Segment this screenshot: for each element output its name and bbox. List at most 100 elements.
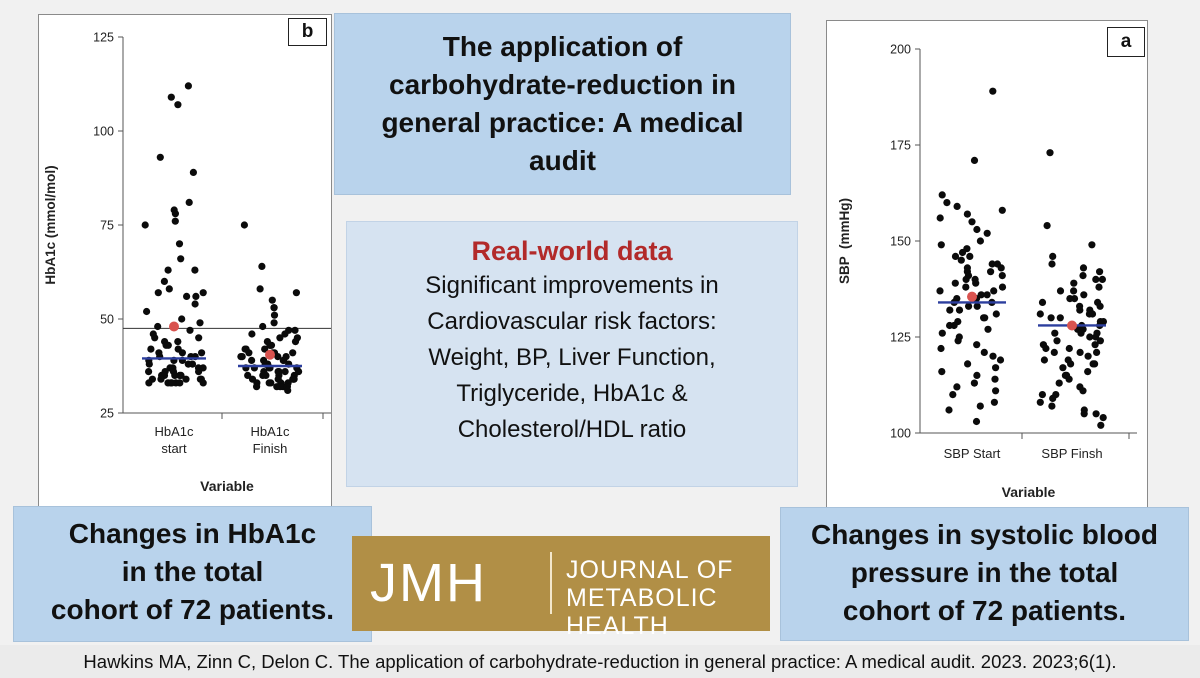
data-point: [156, 153, 164, 161]
sbp-scatter-chart: 100 125 150 175 200 SBP (mmHg) SBP Start SBP Fi…: [837, 43, 1137, 500]
data-point: [958, 248, 967, 257]
category-label: SBP Finsh: [1041, 446, 1102, 461]
data-point: [996, 356, 1005, 364]
sbp-chart-panel: 100 125 150 175 200 SBP (mmHg) SBP Start SBP Fi…: [826, 20, 1148, 510]
data-point: [266, 341, 274, 349]
data-point: [983, 291, 991, 299]
data-point: [1079, 272, 1087, 280]
data-point: [954, 337, 962, 345]
data-point: [261, 345, 269, 353]
data-point: [953, 202, 961, 210]
data-point: [185, 198, 193, 206]
data-point: [1077, 329, 1085, 337]
data-point: [256, 285, 264, 293]
data-point: [175, 240, 184, 248]
data-point: [164, 341, 172, 349]
data-point: [192, 292, 200, 300]
data-point: [1067, 360, 1075, 368]
data-point: [1084, 352, 1092, 360]
data-point: [962, 283, 970, 291]
data-point: [1040, 356, 1048, 364]
caption-line: in the total: [121, 556, 264, 587]
data-point: [1048, 402, 1056, 410]
logo-divider: [550, 552, 552, 614]
data-point: [258, 262, 266, 270]
data-point: [176, 379, 184, 387]
data-point: [244, 371, 252, 379]
data-point: [945, 406, 953, 414]
data-point: [938, 368, 946, 376]
data-point: [1048, 260, 1056, 268]
data-point: [1070, 287, 1078, 295]
data-point: [990, 398, 998, 406]
y-tick-label: 25: [100, 407, 114, 421]
data-point: [984, 325, 992, 333]
data-point: [1096, 337, 1104, 345]
caption-line: cohort of 72 patients.: [50, 594, 335, 625]
y-axis-label: SBP (mmHg): [837, 198, 852, 284]
data-point: [1097, 421, 1105, 429]
data-point: [164, 266, 172, 274]
data-point: [972, 279, 980, 287]
data-point: [167, 93, 175, 101]
y-tick-label: 100: [93, 125, 114, 139]
data-point: [145, 368, 153, 376]
data-point: [1070, 279, 1078, 287]
data-point: [981, 314, 989, 322]
real-world-heading: Real-world data: [471, 236, 673, 266]
data-point: [1091, 341, 1099, 349]
category-label: SBP Start: [944, 446, 1001, 461]
title-line: The application of: [442, 31, 683, 62]
data-point: [1086, 333, 1094, 341]
y-axis-label: HbA1c (mmol/mol): [43, 165, 58, 284]
data-point: [276, 334, 284, 342]
data-point: [1098, 275, 1106, 283]
category-label: HbA1c: [154, 424, 194, 439]
data-point: [1088, 310, 1097, 318]
data-point: [270, 319, 278, 327]
y-tick-label: 200: [890, 43, 911, 57]
data-point: [938, 329, 946, 337]
mean-marker: [265, 349, 275, 360]
x-axis-label: Variable: [200, 478, 254, 494]
data-point: [145, 379, 153, 387]
data-point: [1080, 291, 1088, 299]
data-point: [178, 349, 186, 357]
data-point: [1065, 344, 1073, 353]
data-point: [191, 266, 199, 274]
data-point: [992, 387, 1000, 395]
data-point: [145, 360, 153, 368]
data-point: [953, 383, 961, 391]
hba1c-scatter-chart: 25 50 75 100 125 HbA1c (mmol/mol) HbA1c start Hb…: [43, 31, 331, 494]
real-world-data-box: Real-world data Significant improvements…: [346, 221, 798, 487]
data-point: [238, 353, 246, 361]
data-point: [274, 353, 282, 361]
data-point: [1046, 149, 1054, 157]
data-point: [195, 334, 203, 342]
data-point: [1093, 348, 1101, 356]
data-point: [983, 229, 991, 237]
mean-marker: [169, 321, 179, 332]
data-point: [1049, 252, 1057, 260]
title-box: The application of carbohydrate-reduction…: [334, 13, 791, 195]
data-point: [184, 82, 192, 90]
data-point: [998, 272, 1006, 280]
caption-line: Changes in systolic blood: [811, 519, 1158, 550]
logo-line-1: JOURNAL OF: [566, 556, 734, 584]
data-point: [970, 379, 978, 387]
y-tick-label: 50: [100, 313, 114, 327]
data-point: [946, 306, 954, 314]
caption-line: cohort of 72 patients.: [842, 595, 1127, 626]
data-point: [291, 326, 299, 334]
data-point: [291, 338, 300, 346]
data-point: [1066, 295, 1074, 303]
data-point: [174, 101, 182, 109]
hba1c-caption-box: Changes in HbA1c in the total cohort of …: [13, 506, 372, 642]
data-point: [955, 306, 964, 314]
data-point: [991, 375, 999, 383]
x-axis-label: Variable: [1002, 484, 1056, 500]
data-point: [1036, 310, 1044, 318]
data-point: [965, 302, 973, 310]
logo-mark: JMH: [370, 553, 487, 613]
data-point: [289, 349, 297, 357]
